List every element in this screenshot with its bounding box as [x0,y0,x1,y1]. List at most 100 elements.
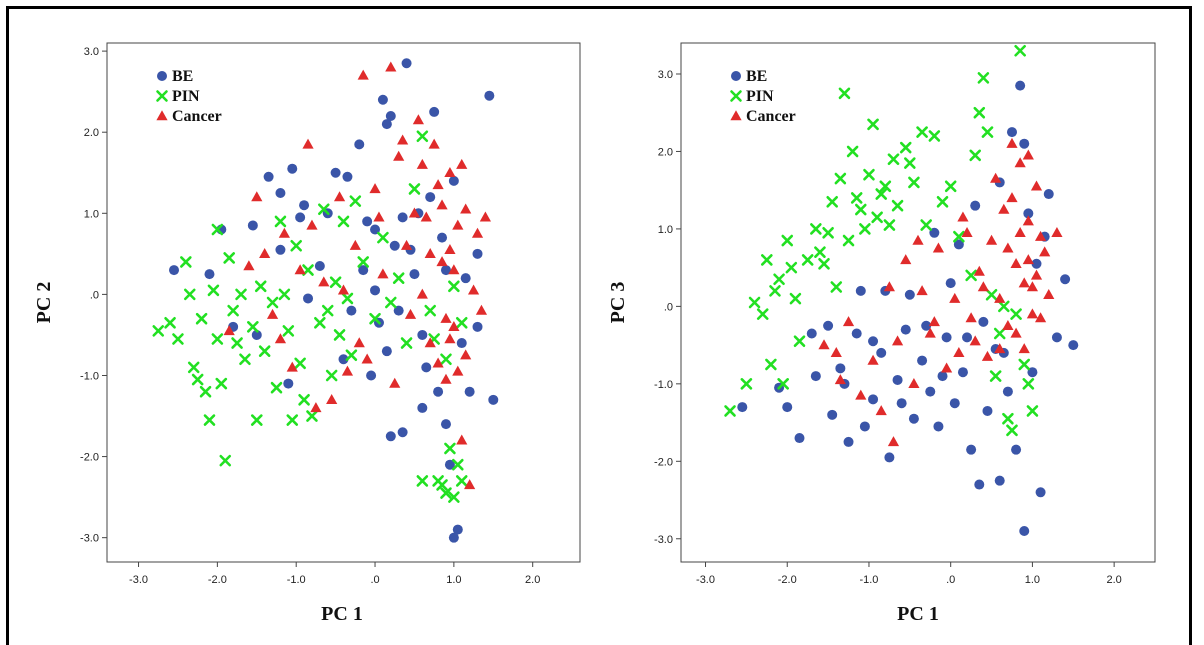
point-be [472,248,483,259]
point-cancer [333,191,346,202]
point-pin [781,234,794,247]
y-tick-label: 3.0 [658,69,673,81]
point-be [338,354,349,365]
y-tick-label: -1.0 [80,370,99,382]
point-cancer [830,347,842,358]
point-pin [883,219,896,231]
point-cancer [1022,215,1034,226]
point-be [370,285,381,296]
point-be [287,163,298,174]
point-cancer [1006,192,1018,203]
point-pin [863,168,875,181]
point-pin [440,487,452,499]
point-be [835,363,846,374]
point-cancer [424,337,436,348]
point-cancer [436,256,448,267]
y-tick-label: .0 [664,301,673,313]
point-be [295,212,306,223]
data-points-1 [152,58,499,543]
point-pin [278,288,291,301]
point-pin [329,276,342,289]
point-cancer [924,327,936,338]
point-be [247,220,258,231]
point-pin [973,106,986,119]
point-cancer [452,219,464,230]
point-pin [195,312,208,325]
point-be [472,321,483,332]
point-be [851,328,862,339]
point-be [843,436,854,447]
figure-frame [6,6,1192,645]
x-tick-label: -1.0 [859,574,878,586]
point-cancer [397,134,409,145]
point-be [484,90,495,101]
point-pin [761,254,773,266]
point-be [953,239,964,250]
point-cancer [274,333,287,344]
point-pin [777,378,789,390]
point-pin [875,188,888,200]
x-tick-label: -1.0 [287,574,306,586]
point-cancer [969,335,981,346]
series-pin [724,44,1039,437]
point-pin [834,172,847,185]
point-pin [298,394,310,406]
point-pin [317,203,330,216]
point-cancer [306,219,318,230]
point-be [263,171,274,182]
point-cancer [883,281,895,292]
point-cancer [294,264,306,275]
scatter-panel-2: -3.0 -2.0 -1.0 .0 1.0 2.0 3.0 2.0 1.0 .0 -1.0 -2.0 -… [607,42,1156,625]
point-pin [871,211,883,224]
point-be [417,329,428,340]
point-be [421,362,432,373]
point-be [299,200,310,211]
point-be [876,347,887,358]
point-pin [345,349,358,362]
point-pin [765,358,777,371]
x-axis-title: PC 1 [321,603,363,625]
point-pin [337,215,350,228]
point-cancer [949,292,961,303]
point-cancer [1002,242,1014,253]
legend-marker-be [731,71,741,81]
legend-1: BE PIN Cancer [156,68,222,125]
point-cancer [834,374,846,385]
point-cancer [460,349,472,360]
point-pin [854,203,867,216]
point-cancer [479,211,491,222]
point-pin [891,199,904,212]
point-cancer [467,284,480,295]
point-cancer [471,227,484,238]
point-be [393,305,404,316]
legend-2: BE PIN Cancer [730,68,796,125]
point-cancer [259,248,271,259]
point-be [1006,127,1017,138]
legend-label-be: BE [172,68,193,85]
point-pin [191,373,204,386]
point-pin [333,329,346,341]
point-be [1043,189,1054,200]
point-pin [211,333,224,345]
point-pin [444,442,456,455]
point-pin [235,288,247,301]
point-cancer [251,191,263,202]
point-pin [448,280,460,293]
point-pin [916,126,928,138]
point-be [945,278,956,289]
point-cancer [444,166,456,177]
point-cancer [404,308,417,319]
point-cancer [286,361,298,372]
point-be [440,419,451,430]
point-pin [290,239,302,252]
point-cancer [912,234,924,245]
point-pin [392,272,405,284]
legend-label-pin: PIN [746,88,774,105]
point-cancer [1034,312,1047,323]
point-be [1035,487,1046,498]
y-tick-label: -2.0 [80,452,99,464]
point-pin [215,377,228,390]
point-be [409,269,420,280]
y-tick-label: 2.0 [84,127,99,139]
